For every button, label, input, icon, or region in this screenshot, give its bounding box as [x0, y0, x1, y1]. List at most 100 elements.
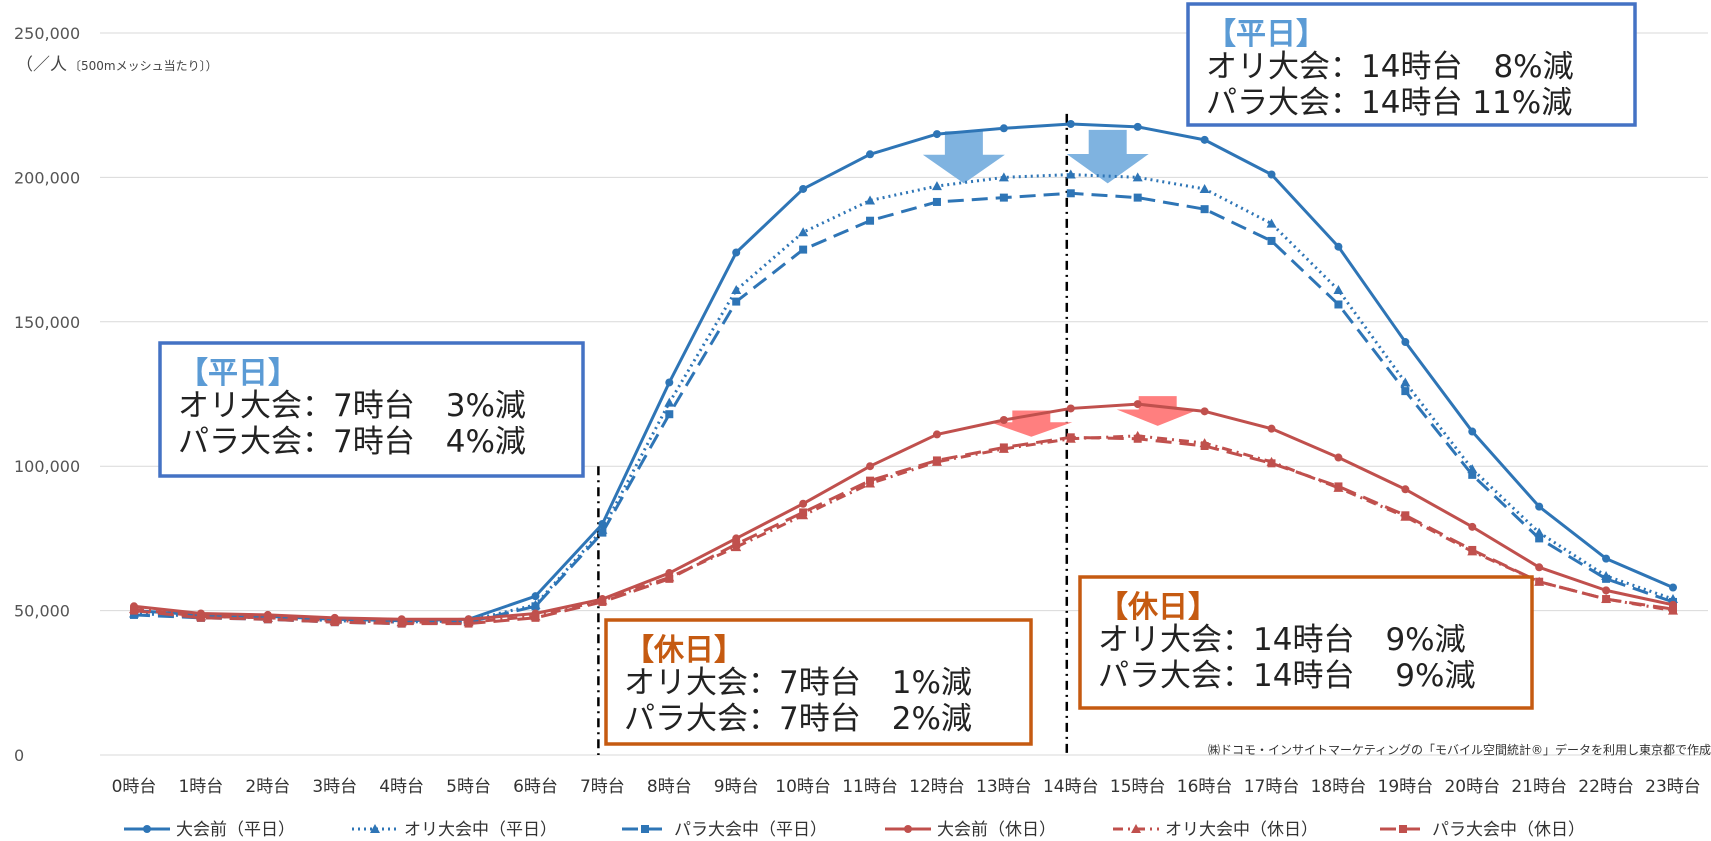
y-axis-unit-note: 〔500mメッシュ当たり〕）: [69, 59, 218, 73]
data-point: [998, 172, 1009, 182]
x-tick-label: 3時台: [312, 777, 357, 797]
x-tick-label: 18時台: [1311, 777, 1367, 797]
data-point: [732, 248, 741, 257]
data-point: [1602, 586, 1611, 595]
legend-item: パラ大会中（休日）: [1380, 820, 1585, 840]
data-credit: ㈱ドコモ・インサイトマーケティングの「モバイル空間統計®」データを利用し東京都で…: [1208, 742, 1711, 757]
data-point: [1334, 453, 1343, 462]
data-point: [598, 597, 607, 606]
x-tick-label: 23時台: [1645, 777, 1701, 797]
annotation-border: [1186, 2, 1637, 127]
legend-label: 大会前（平日）: [176, 820, 295, 840]
data-point: [1065, 169, 1076, 179]
x-tick-label: 6時台: [513, 777, 558, 797]
data-point: [999, 415, 1008, 424]
annotation-line: オリ大会：7時台 3%減: [178, 388, 526, 424]
y-tick-label: 100,000: [14, 457, 80, 476]
data-point: [1399, 825, 1407, 833]
data-point: [932, 197, 941, 206]
data-point: [799, 508, 808, 517]
data-point: [866, 150, 875, 159]
data-point: [999, 193, 1008, 202]
data-point: [665, 378, 674, 387]
data-point: [866, 216, 875, 225]
data-point: [1468, 522, 1477, 531]
annotation-line: オリ大会：7時台 1%減: [624, 665, 972, 701]
data-point: [1133, 434, 1142, 443]
data-point: [1602, 554, 1611, 563]
y-axis-unit: （／人 〔500mメッシュ当たり〕）: [16, 55, 218, 75]
annotation-border: [158, 341, 585, 478]
data-point: [1669, 605, 1677, 614]
series-line: [133, 435, 1674, 626]
legend-label: オリ大会中（休日）: [1165, 820, 1318, 840]
x-tick-label: 13時台: [976, 777, 1032, 797]
data-point: [1535, 577, 1544, 586]
data-point: [866, 462, 875, 471]
legend-item: オリ大会中（平日）: [352, 820, 557, 840]
x-tick-label: 15時台: [1110, 777, 1166, 797]
decrease-arrows: [922, 129, 1199, 437]
data-point: [1267, 424, 1276, 433]
data-point: [1334, 482, 1343, 491]
legend-label: 大会前（休日）: [937, 820, 1056, 840]
legend-label: オリ大会中（平日）: [404, 820, 557, 840]
annotation-line: オリ大会：14時台 9%減: [1098, 622, 1466, 658]
data-point: [196, 613, 205, 622]
data-point: [1267, 236, 1276, 245]
x-tick-label: 4時台: [379, 777, 424, 797]
y-tick-label: 150,000: [14, 313, 80, 332]
x-tick-label: 19時台: [1378, 777, 1434, 797]
data-point: [1333, 285, 1344, 295]
data-point: [1602, 574, 1611, 583]
y-axis-ticks: 0 50,000 100,000 150,000 200,000 250,000: [14, 24, 80, 765]
data-point: [1132, 172, 1143, 182]
data-point: [531, 602, 540, 611]
data-point: [799, 184, 808, 193]
data-point: [1066, 189, 1075, 198]
annotation-line: オリ大会：14時台 8%減: [1206, 49, 1574, 85]
data-point: [931, 181, 942, 191]
data-point: [731, 285, 742, 295]
data-point: [1131, 824, 1141, 833]
data-point: [641, 825, 649, 833]
data-point: [799, 499, 808, 508]
annotation-border: [604, 618, 1033, 746]
data-point: [1266, 218, 1277, 228]
data-point: [1535, 534, 1544, 543]
data-point: [932, 430, 941, 439]
data-point: [1401, 387, 1410, 396]
data-point: [1334, 242, 1343, 251]
x-tick-label: 16時台: [1177, 777, 1233, 797]
annotation-title: 【休日】: [1098, 590, 1218, 625]
data-point: [1267, 170, 1276, 179]
data-point: [397, 619, 406, 628]
data-point: [1401, 511, 1410, 520]
data-point: [370, 824, 380, 833]
legend-item: 大会前（平日）: [124, 820, 295, 840]
data-point: [932, 130, 941, 139]
annotation-line: パラ大会：14時台 11%減: [1206, 85, 1572, 121]
data-point: [531, 592, 540, 601]
x-tick-label: 17時台: [1244, 777, 1300, 797]
series-line: [133, 402, 1674, 621]
data-point: [464, 619, 473, 628]
data-point: [866, 476, 875, 485]
annotation-line: パラ大会：7時台 4%減: [178, 424, 526, 460]
annotation-title: 【休日】: [624, 633, 744, 668]
holiday-decrease-arrow: [990, 410, 1073, 437]
data-point: [130, 606, 138, 615]
legend-item: パラ大会中（平日）: [622, 820, 827, 840]
y-tick-label: 50,000: [14, 602, 70, 621]
data-point: [1669, 583, 1677, 592]
data-point: [665, 410, 674, 419]
legend: 大会前（平日） オリ大会中（平日） パラ大会中（平日） 大会前（休日） オリ大会中（休日…: [124, 820, 1585, 840]
data-point: [1401, 485, 1410, 494]
data-point: [130, 610, 138, 619]
x-tick-label: 1時台: [178, 777, 223, 797]
data-point: [1334, 300, 1343, 309]
